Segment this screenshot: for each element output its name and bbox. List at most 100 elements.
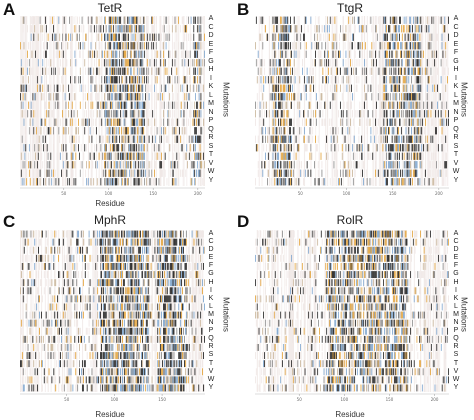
heatmap-cell	[383, 169, 385, 177]
heatmap-cell	[53, 93, 54, 101]
heatmap-cell	[48, 368, 50, 376]
heatmap-cell	[93, 376, 95, 384]
heatmap-cell	[89, 16, 91, 24]
heatmap-cell	[36, 76, 38, 84]
heatmap-cell	[125, 76, 127, 84]
heatmap-cell	[136, 344, 138, 351]
heatmap-cell	[122, 360, 124, 368]
heatmap-cell	[70, 295, 72, 303]
heatmap-cell	[147, 76, 149, 84]
heatmap-cell	[113, 42, 115, 50]
heatmap-cell	[280, 67, 282, 75]
heatmap-cell	[133, 384, 135, 392]
heatmap-cell	[407, 93, 409, 101]
heatmap-cell	[265, 76, 266, 84]
heatmap-cell	[429, 169, 431, 177]
heatmap-cell	[112, 110, 114, 118]
heatmap-cell	[352, 93, 353, 101]
heatmap-cell	[196, 101, 197, 109]
heatmap-cell	[121, 101, 123, 109]
heatmap-cell	[198, 42, 200, 50]
heatmap-cell	[402, 144, 404, 152]
heatmap-cell	[123, 152, 125, 160]
heatmap-cell	[314, 161, 315, 169]
heatmap-cell	[334, 84, 336, 92]
heatmap-cell	[359, 144, 361, 152]
heatmap-cell	[90, 67, 92, 75]
heatmap-cell	[346, 76, 348, 84]
heatmap-cell	[413, 67, 415, 75]
background-column	[385, 16, 387, 186]
heatmap-cell	[110, 84, 112, 92]
heatmap-cell	[69, 344, 71, 351]
heatmap-cell	[290, 127, 291, 135]
heatmap-cell	[45, 16, 46, 24]
heatmap-cell	[53, 127, 54, 135]
heatmap-cell	[158, 368, 160, 376]
heatmap-cell	[136, 254, 138, 262]
heatmap-cell	[446, 59, 448, 67]
heatmap-cell	[73, 84, 75, 92]
heatmap-cell	[138, 376, 140, 384]
heatmap-cell	[420, 84, 422, 92]
heatmap-cell	[106, 67, 108, 75]
heatmap-cell	[394, 152, 396, 160]
heatmap-cell	[96, 16, 98, 24]
heatmap-cell	[385, 101, 387, 109]
heatmap-cell	[132, 135, 134, 143]
heatmap-cell	[376, 33, 378, 41]
heatmap-cell	[119, 344, 121, 351]
heatmap-cell	[352, 59, 353, 67]
heatmap-cell	[125, 178, 127, 186]
heatmap-cell	[152, 67, 154, 75]
heatmap-cell	[387, 169, 388, 177]
heatmap-cell	[93, 67, 95, 75]
heatmap-cell	[95, 263, 97, 270]
heatmap-cell	[284, 76, 286, 84]
heatmap-cell	[66, 161, 68, 169]
heatmap-cell	[102, 303, 104, 311]
heatmap-cell	[110, 327, 112, 335]
heatmap-cell	[116, 360, 118, 368]
heatmap-cell	[392, 76, 394, 84]
heatmap-cell	[148, 101, 150, 109]
heatmap-cell	[116, 93, 118, 101]
heatmap-cell	[440, 59, 442, 67]
heatmap-cell	[102, 169, 104, 177]
heatmap-cell	[416, 93, 418, 101]
heatmap-cell	[348, 144, 350, 152]
heatmap-cell	[36, 161, 38, 169]
heatmap-cell	[57, 295, 59, 303]
heatmap-cell	[290, 152, 291, 160]
heatmap-cell	[114, 384, 116, 392]
heatmap-cell	[329, 101, 331, 109]
heatmap-cell	[152, 246, 154, 254]
heatmap-cell	[414, 16, 416, 24]
heatmap-cell	[395, 50, 397, 58]
heatmap-cell	[128, 352, 130, 359]
heatmap-cell	[377, 67, 379, 75]
heatmap-cell	[110, 344, 112, 351]
heatmap-cell	[274, 33, 276, 41]
heatmap-cell	[30, 33, 32, 41]
heatmap-cell	[130, 279, 132, 287]
heatmap-cell	[82, 279, 84, 287]
heatmap-cell	[43, 67, 45, 75]
heatmap-cell	[277, 16, 278, 24]
heatmap-cell	[85, 376, 87, 384]
heatmap-cell	[424, 25, 425, 33]
heatmap-cell	[336, 67, 338, 75]
heatmap-cell	[173, 101, 175, 109]
background-column	[69, 230, 71, 392]
heatmap-cell	[108, 238, 110, 246]
heatmap-cell	[23, 110, 25, 118]
heatmap-cell	[151, 42, 153, 50]
heatmap-cell	[62, 144, 64, 152]
heatmap-cell	[349, 42, 351, 50]
heatmap-cell	[154, 33, 156, 41]
heatmap-cell	[106, 368, 108, 376]
heatmap-cell	[315, 59, 316, 67]
heatmap-cell	[79, 101, 81, 109]
heatmap-cell	[140, 368, 142, 376]
heatmap-cell	[403, 169, 405, 177]
